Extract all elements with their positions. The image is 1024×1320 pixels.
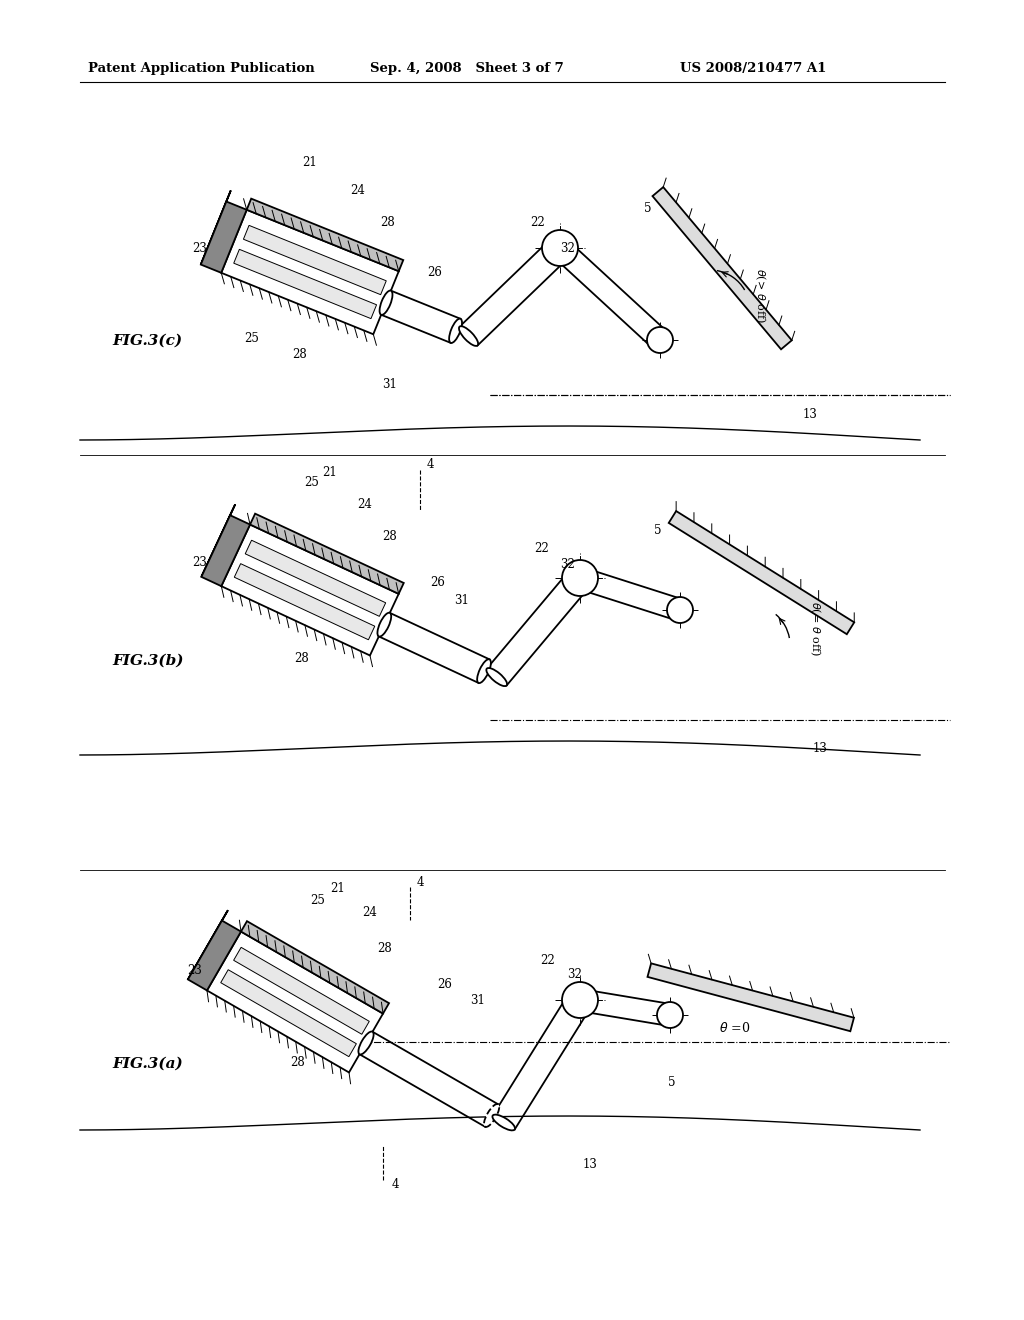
Text: 28: 28 xyxy=(383,531,397,544)
Text: $\theta$(> $\theta$ off): $\theta$(> $\theta$ off) xyxy=(753,268,767,322)
Polygon shape xyxy=(233,249,377,318)
Ellipse shape xyxy=(493,1114,515,1130)
Text: 5: 5 xyxy=(644,202,651,214)
Text: 26: 26 xyxy=(437,978,453,991)
Text: 25: 25 xyxy=(310,894,326,907)
Circle shape xyxy=(562,560,598,597)
Text: 4: 4 xyxy=(416,875,424,888)
Text: 31: 31 xyxy=(383,379,397,392)
Polygon shape xyxy=(221,210,398,334)
Text: 32: 32 xyxy=(567,969,583,982)
Text: 21: 21 xyxy=(331,882,345,895)
Ellipse shape xyxy=(675,599,685,620)
Polygon shape xyxy=(201,190,230,264)
Text: 22: 22 xyxy=(530,215,546,228)
Ellipse shape xyxy=(459,326,478,346)
Text: 5: 5 xyxy=(654,524,662,536)
Circle shape xyxy=(657,1002,683,1028)
Text: 21: 21 xyxy=(323,466,337,479)
Text: 28: 28 xyxy=(291,1056,305,1068)
Circle shape xyxy=(667,597,693,623)
Polygon shape xyxy=(201,202,247,273)
Polygon shape xyxy=(234,564,375,640)
Text: $\theta$(= $\theta$ off): $\theta$(= $\theta$ off) xyxy=(808,601,822,656)
Ellipse shape xyxy=(551,238,569,257)
Ellipse shape xyxy=(575,989,585,1011)
Polygon shape xyxy=(250,513,403,594)
Polygon shape xyxy=(202,504,236,577)
Text: 13: 13 xyxy=(583,1159,597,1172)
Circle shape xyxy=(647,327,673,352)
Ellipse shape xyxy=(378,612,391,636)
Polygon shape xyxy=(202,515,250,586)
Text: 28: 28 xyxy=(381,215,395,228)
Text: 13: 13 xyxy=(803,408,817,421)
Polygon shape xyxy=(188,911,228,979)
Polygon shape xyxy=(244,226,386,294)
Text: 23: 23 xyxy=(193,242,208,255)
Text: FIG.3(c): FIG.3(c) xyxy=(112,334,182,348)
Ellipse shape xyxy=(666,1005,674,1026)
Ellipse shape xyxy=(380,290,392,315)
Text: 22: 22 xyxy=(535,541,549,554)
Ellipse shape xyxy=(575,568,585,589)
Text: 25: 25 xyxy=(245,331,259,345)
Text: 24: 24 xyxy=(362,906,378,919)
Polygon shape xyxy=(241,921,389,1014)
Text: Patent Application Publication: Patent Application Publication xyxy=(88,62,314,75)
Text: 5: 5 xyxy=(669,1076,676,1089)
Text: 26: 26 xyxy=(428,265,442,279)
Text: $\theta$ =0: $\theta$ =0 xyxy=(719,1020,751,1035)
Text: 23: 23 xyxy=(193,556,208,569)
Text: 22: 22 xyxy=(541,953,555,966)
Text: 28: 28 xyxy=(378,941,392,954)
Ellipse shape xyxy=(477,659,490,682)
Text: FIG.3(a): FIG.3(a) xyxy=(112,1057,182,1071)
Text: 28: 28 xyxy=(293,348,307,362)
Polygon shape xyxy=(221,970,356,1057)
Polygon shape xyxy=(247,198,403,271)
Ellipse shape xyxy=(569,569,591,587)
Text: 31: 31 xyxy=(471,994,485,1006)
Text: 4: 4 xyxy=(426,458,434,471)
Text: Sep. 4, 2008   Sheet 3 of 7: Sep. 4, 2008 Sheet 3 of 7 xyxy=(370,62,564,75)
Polygon shape xyxy=(669,511,854,634)
Text: 23: 23 xyxy=(187,964,203,977)
Text: 28: 28 xyxy=(295,652,309,664)
Text: 25: 25 xyxy=(304,475,319,488)
Polygon shape xyxy=(647,964,854,1031)
Ellipse shape xyxy=(358,1031,374,1055)
Polygon shape xyxy=(233,948,370,1035)
Ellipse shape xyxy=(450,318,462,343)
Polygon shape xyxy=(245,540,386,616)
Ellipse shape xyxy=(484,1104,499,1127)
Circle shape xyxy=(562,982,598,1018)
Polygon shape xyxy=(207,932,383,1072)
Text: 24: 24 xyxy=(357,499,373,511)
Text: 21: 21 xyxy=(303,157,317,169)
Text: FIG.3(b): FIG.3(b) xyxy=(112,653,183,668)
Text: 26: 26 xyxy=(430,576,445,589)
Polygon shape xyxy=(188,920,241,990)
Ellipse shape xyxy=(568,993,591,1008)
Ellipse shape xyxy=(486,668,507,686)
Text: 13: 13 xyxy=(813,742,827,755)
Text: US 2008/210477 A1: US 2008/210477 A1 xyxy=(680,62,826,75)
Text: 24: 24 xyxy=(350,183,366,197)
Text: 31: 31 xyxy=(455,594,469,606)
Circle shape xyxy=(542,230,578,267)
Polygon shape xyxy=(652,187,792,350)
Polygon shape xyxy=(221,524,398,656)
Ellipse shape xyxy=(552,239,568,256)
Ellipse shape xyxy=(652,331,668,348)
Text: 32: 32 xyxy=(560,558,575,572)
Text: 4: 4 xyxy=(391,1179,398,1192)
Text: 32: 32 xyxy=(560,242,575,255)
